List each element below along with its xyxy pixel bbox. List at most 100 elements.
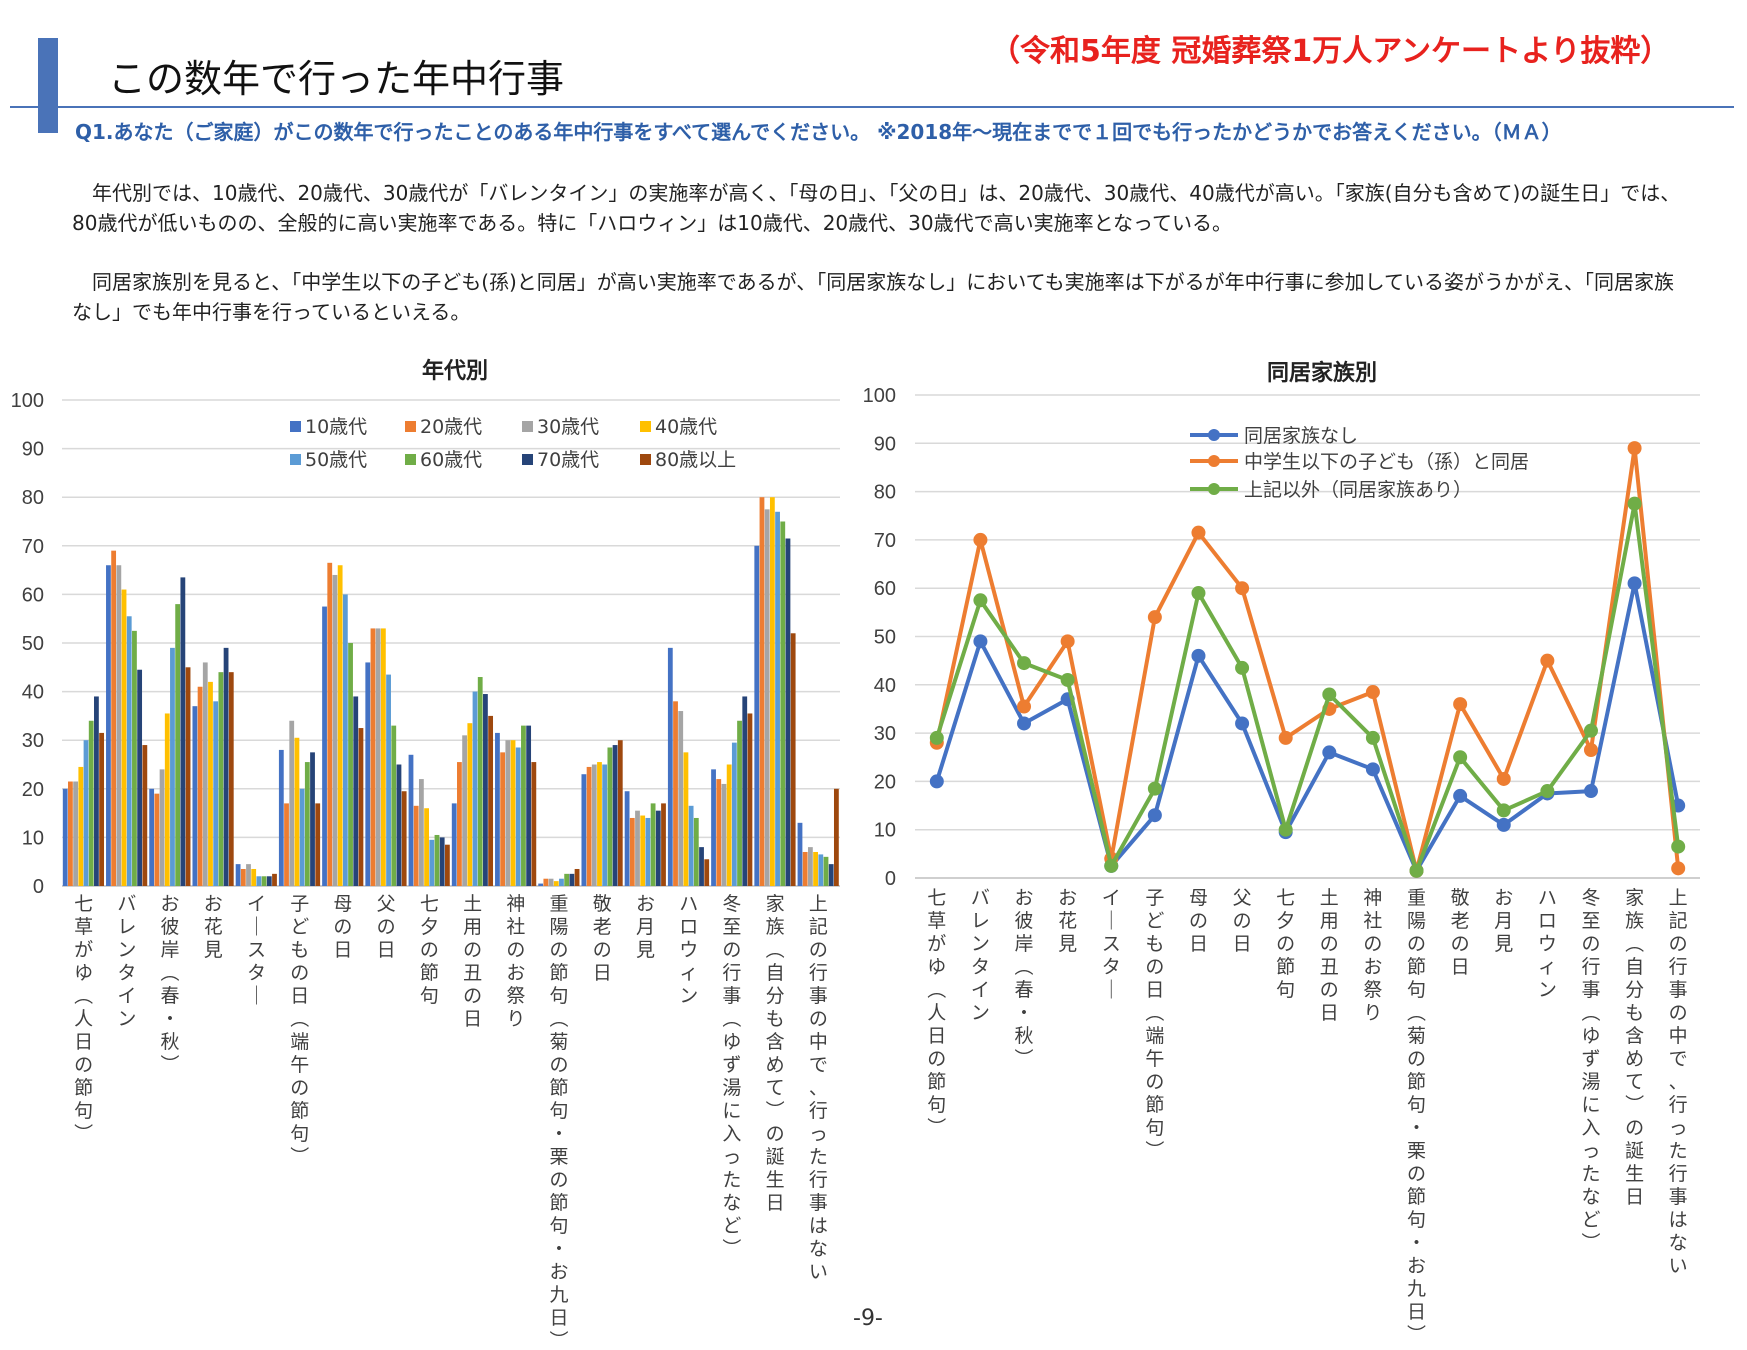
point-2-8	[1278, 822, 1293, 837]
y-tick-label: 30	[22, 730, 44, 752]
category-label-char: 端	[1145, 1025, 1164, 1047]
bar-4-5	[299, 788, 305, 886]
category-label-char: ス	[247, 939, 266, 961]
category-label-char: ︵	[74, 985, 93, 1007]
category-label-char: ど	[1145, 910, 1164, 932]
bar-7-12	[617, 740, 623, 886]
bar-7-17	[833, 788, 839, 886]
bar-1-12	[586, 766, 592, 886]
bar-5-3	[218, 672, 224, 886]
bar-6-3	[223, 647, 229, 886]
category-label-char: 入	[722, 1123, 741, 1145]
category-label-char: 七	[74, 893, 93, 915]
bar-3-1	[121, 589, 127, 886]
category-label-char: 節	[420, 962, 439, 984]
category-label-char: 日	[1320, 1002, 1339, 1024]
point-1-3	[1060, 634, 1075, 649]
point-2-1	[973, 593, 988, 608]
category-label-char: 日	[550, 1307, 569, 1329]
bar-6-8	[439, 837, 445, 886]
page-title: この数年で行った年中行事	[108, 57, 565, 101]
category-label-char: ハ	[1538, 887, 1557, 909]
page-number: -9-	[853, 1306, 883, 1331]
category-label-char: イ	[247, 893, 266, 915]
category-label-char: た	[722, 1169, 741, 1191]
point-1-16	[1627, 441, 1642, 456]
bar-7-2	[185, 667, 191, 886]
bar-1-14	[673, 701, 678, 886]
category-label-char: 上	[1669, 887, 1688, 909]
bar-0-0	[62, 788, 68, 886]
category-label-char: 彼	[161, 916, 180, 938]
point-2-9	[1322, 687, 1337, 702]
bar-7-4	[272, 873, 277, 886]
category-label-char: め	[1625, 1048, 1644, 1070]
point-2-13	[1496, 803, 1511, 818]
category-label-group: お彼岸︵春・秋︶	[161, 893, 180, 1076]
category-label-char: ゆ	[722, 1031, 741, 1053]
bar-0-2	[149, 788, 155, 886]
category-label-char: 節	[550, 1192, 569, 1214]
category-label-char: 湯	[722, 1077, 741, 1099]
category-label-char: 節	[1407, 1186, 1426, 1208]
category-label-char: の	[1320, 933, 1339, 955]
category-label-group: 母の日	[333, 893, 352, 961]
category-label-char: ︵	[1145, 1002, 1164, 1024]
category-label-char: 花	[1058, 910, 1077, 932]
y-tick-label: 90	[874, 433, 896, 455]
category-label-char: お	[1015, 887, 1034, 909]
category-label-group: ハロウィン	[679, 893, 698, 1007]
category-label-char: の	[1320, 979, 1339, 1001]
category-label-char: が	[927, 933, 946, 955]
category-label-char: も	[766, 1008, 785, 1030]
category-label-char: ・	[550, 1238, 569, 1260]
category-label-char: ︶	[927, 1117, 946, 1139]
category-label-char: な	[1669, 1232, 1688, 1254]
point-2-17	[1671, 839, 1686, 854]
category-label-char: の	[593, 939, 612, 961]
bar-5-14	[693, 817, 699, 886]
category-label-char: 、	[809, 1077, 828, 1099]
bar-5-8	[434, 834, 440, 886]
bar-6-12	[612, 745, 618, 886]
category-label-char: ン	[117, 939, 136, 961]
category-label-char: ︵	[1581, 1002, 1600, 1024]
category-label-char: 夕	[1276, 910, 1295, 932]
category-label-group: 父の日	[377, 893, 396, 961]
y-tick-label: 0	[885, 868, 896, 890]
category-label-group: 家族︵自分も含めて︶の誕生日	[766, 893, 785, 1214]
category-label-char: 用	[463, 916, 482, 938]
bar-1-9	[457, 762, 462, 886]
category-label-char: 、	[1669, 1071, 1688, 1093]
bar-3-7	[380, 628, 386, 886]
bar-5-17	[823, 856, 829, 886]
category-label-char: の	[463, 939, 482, 961]
point-2-3	[1060, 672, 1075, 687]
legend-swatch	[290, 421, 301, 432]
category-label-char: 秋	[161, 1031, 180, 1053]
bar-7-16	[790, 633, 796, 886]
bar-4-11	[559, 878, 564, 886]
category-label-char: は	[1669, 1209, 1688, 1231]
y-tick-label: 70	[22, 536, 44, 558]
category-label-char: の	[420, 939, 439, 961]
category-label-char: て	[1625, 1071, 1644, 1093]
category-label-char: ゆ	[927, 956, 946, 978]
bar-1-17	[802, 851, 808, 886]
category-label-char: の	[290, 962, 309, 984]
bar-4-13	[645, 817, 651, 886]
point-0-6	[1191, 648, 1206, 663]
bar-2-15	[721, 783, 727, 886]
bar-1-8	[413, 805, 419, 886]
category-label-char: 句	[420, 985, 439, 1007]
category-label-char: 九	[1407, 1278, 1426, 1300]
category-label-char: も	[290, 939, 309, 961]
category-label-char: 冬	[1581, 887, 1600, 909]
category-label-char: ン	[971, 1002, 990, 1024]
category-label-char: の	[1407, 933, 1426, 955]
bar-4-12	[602, 764, 608, 886]
